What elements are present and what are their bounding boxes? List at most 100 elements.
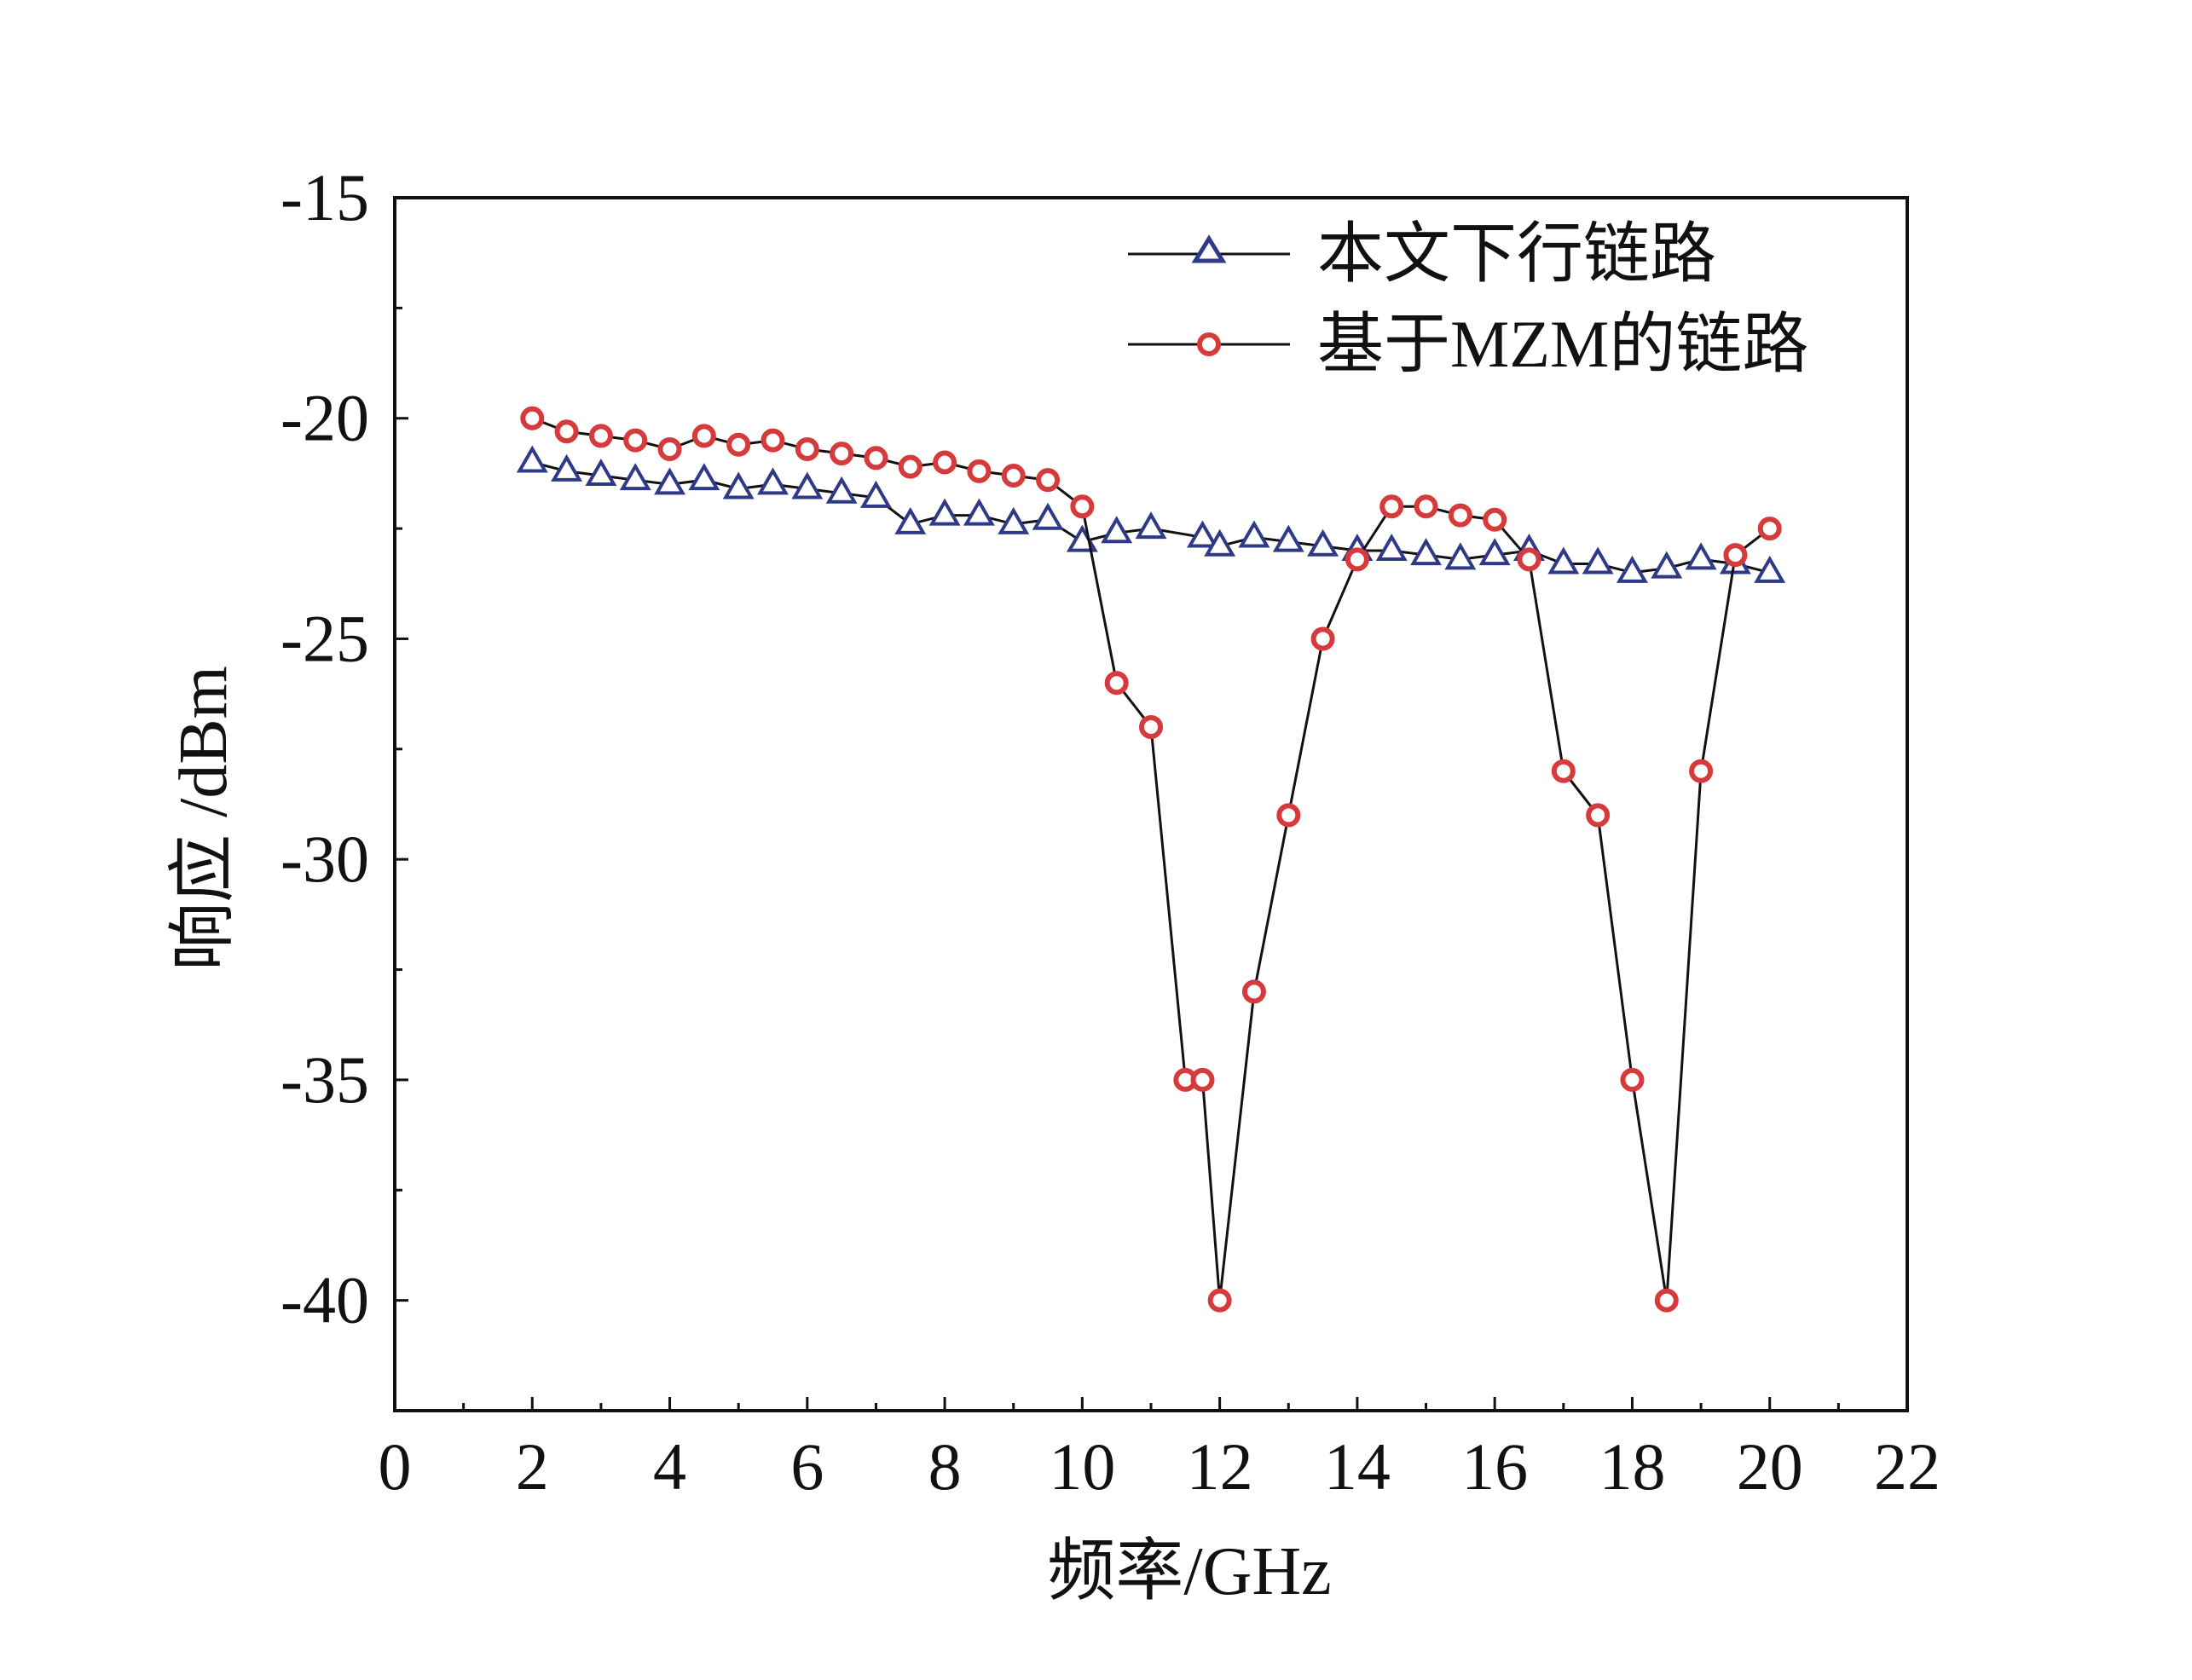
data-point-circle	[1689, 759, 1714, 783]
data-point-triangle	[825, 476, 858, 504]
data-point-triangle	[1444, 542, 1477, 570]
data-point-triangle	[551, 453, 583, 482]
data-point-circle	[657, 436, 682, 461]
data-point-triangle	[1238, 520, 1270, 548]
data-point-circle	[761, 428, 785, 453]
data-point-triangle	[585, 458, 617, 486]
y-tick-label: -15	[281, 160, 369, 234]
data-point-circle	[1483, 507, 1507, 532]
x-tick-label: 10	[1049, 1429, 1115, 1504]
x-tick-label: 20	[1737, 1429, 1803, 1504]
x-axis-ticks: 0 2 4 6 8 10 12 14 16 18 20 22	[379, 1397, 1940, 1504]
data-point-triangle	[791, 471, 824, 499]
series-layer	[516, 406, 1786, 1313]
data-point-circle	[691, 424, 716, 448]
data-point-circle	[1104, 671, 1129, 696]
y-tick-label: -25	[281, 601, 369, 675]
data-point-triangle	[1547, 546, 1580, 574]
data-point-triangle	[998, 506, 1030, 534]
data-point-circle	[1139, 714, 1163, 739]
data-point-circle	[554, 419, 579, 444]
legend: 本文下行链路 基于MZM的链路	[1128, 216, 1808, 381]
data-point-circle	[1414, 494, 1438, 519]
data-point-circle	[726, 432, 751, 457]
data-point-circle	[1551, 759, 1576, 783]
data-point-circle	[1241, 979, 1266, 1004]
x-tick-label: 14	[1324, 1429, 1391, 1504]
legend-marker-triangle	[1191, 234, 1227, 263]
data-point-circle	[1517, 547, 1541, 572]
data-point-triangle	[757, 467, 789, 495]
data-point-circle	[967, 459, 992, 483]
y-axis-ticks: -15 -20 -25 -30 -35 -40	[281, 160, 408, 1337]
y-tick-label: -20	[281, 381, 369, 455]
y-axis-title: 响应 /dBm	[166, 666, 241, 971]
minor-ticks	[395, 306, 1840, 1411]
data-point-triangle	[859, 480, 892, 508]
data-point-triangle	[1204, 528, 1236, 557]
x-tick-label: 12	[1187, 1429, 1253, 1504]
data-point-circle	[1379, 494, 1404, 519]
data-point-circle	[1190, 1067, 1215, 1092]
data-point-triangle	[1582, 546, 1614, 574]
data-point-triangle	[1478, 538, 1511, 566]
data-point-circle	[1448, 503, 1472, 528]
data-point-circle	[1723, 543, 1748, 568]
data-point-triangle	[1101, 516, 1133, 544]
data-point-circle	[588, 424, 613, 448]
data-point-triangle	[619, 463, 651, 491]
data-point-triangle	[928, 498, 961, 526]
y-tick-label: -30	[281, 822, 369, 896]
data-point-triangle	[688, 463, 720, 491]
x-tick-label: 18	[1599, 1429, 1665, 1504]
data-point-triangle	[1032, 502, 1064, 530]
data-point-circle	[1070, 494, 1095, 519]
data-point-circle	[1207, 1288, 1232, 1313]
data-point-circle	[623, 428, 648, 453]
data-point-circle	[898, 454, 922, 479]
x-tick-label: 0	[379, 1429, 412, 1504]
data-point-circle	[830, 442, 854, 466]
x-tick-label: 8	[928, 1429, 962, 1504]
x-tick-label: 4	[653, 1429, 686, 1504]
data-point-triangle	[963, 498, 995, 526]
y-tick-label: -40	[281, 1263, 369, 1337]
y-tick-label: -35	[281, 1042, 369, 1117]
data-point-circle	[520, 406, 545, 430]
data-point-triangle	[722, 471, 755, 499]
data-point-triangle	[516, 445, 548, 473]
data-point-triangle	[1410, 538, 1443, 566]
legend-label-series-1: 本文下行链路	[1317, 216, 1716, 291]
data-point-circle	[864, 446, 888, 471]
series-1	[516, 445, 1786, 583]
data-point-triangle	[1685, 542, 1717, 570]
data-point-circle	[1276, 803, 1301, 828]
data-point-circle	[1345, 547, 1369, 572]
data-point-circle	[795, 436, 819, 461]
x-tick-label: 6	[790, 1429, 824, 1504]
data-point-triangle	[1616, 555, 1648, 583]
series-line-2	[531, 417, 1771, 1301]
data-point-triangle	[1272, 524, 1304, 552]
x-tick-label: 16	[1461, 1429, 1528, 1504]
legend-marker-circle	[1197, 332, 1221, 356]
data-point-triangle	[1307, 528, 1339, 557]
legend-entry-series-1: 本文下行链路	[1128, 216, 1716, 291]
legend-entry-series-2: 基于MZM的链路	[1128, 307, 1808, 381]
data-point-circle	[1586, 803, 1611, 828]
x-tick-label: 2	[516, 1429, 549, 1504]
series-2	[520, 406, 1782, 1313]
data-point-triangle	[654, 467, 686, 495]
x-axis-title: 频率/GHz	[1047, 1534, 1331, 1609]
data-point-circle	[1620, 1067, 1645, 1092]
data-point-circle	[933, 450, 957, 475]
data-point-circle	[1757, 517, 1782, 541]
data-point-circle	[1001, 463, 1026, 488]
data-point-triangle	[1651, 551, 1683, 579]
data-point-triangle	[1135, 511, 1167, 540]
data-point-triangle	[1187, 520, 1218, 548]
x-tick-label: 22	[1874, 1429, 1940, 1504]
data-point-triangle	[1375, 533, 1408, 561]
legend-label-series-2: 基于MZM的链路	[1317, 307, 1808, 381]
